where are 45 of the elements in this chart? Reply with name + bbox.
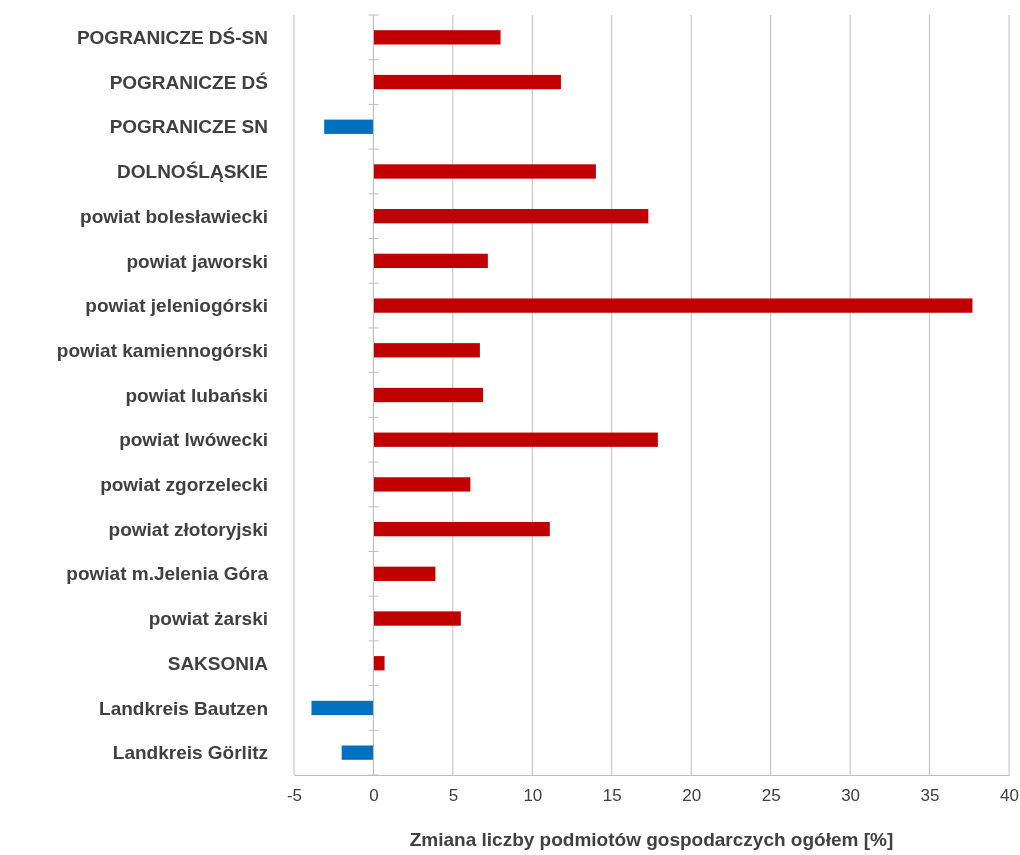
y-tick-label: Landkreis Görlitz xyxy=(112,742,268,764)
y-tick-label: powiat jaworski xyxy=(126,250,268,272)
x-tick-label: 0 xyxy=(369,786,379,806)
y-tick-label: powiat zgorzelecki xyxy=(100,474,268,496)
bar xyxy=(373,253,488,269)
bar xyxy=(373,209,649,224)
bar xyxy=(373,74,561,90)
bar xyxy=(373,30,501,45)
x-tick-label: 40 xyxy=(1000,786,1019,806)
bar xyxy=(324,119,374,134)
bar xyxy=(373,164,596,179)
y-tick-label: POGRANICZE DŚ xyxy=(109,71,268,93)
y-tick-label: powiat jeleniogórski xyxy=(85,295,268,317)
y-tick-label: POGRANICZE DŚ-SN xyxy=(76,27,268,48)
bar xyxy=(373,611,461,626)
bar xyxy=(373,566,436,581)
bar xyxy=(373,432,658,447)
y-tick-label: powiat lwówecki xyxy=(119,429,268,451)
x-tick-label: 5 xyxy=(448,786,459,806)
y-tick-label: powiat lubański xyxy=(125,384,268,406)
x-tick-label: -5 xyxy=(286,786,303,806)
y-tick-label: powiat żarski xyxy=(148,608,268,630)
bar xyxy=(373,521,550,537)
y-tick-label: powiat m.Jelenia Góra xyxy=(66,563,269,585)
x-axis-title: Zmiana liczby podmiotów gospodarczych ogółem [%] xyxy=(409,829,894,850)
bar xyxy=(373,656,385,671)
y-tick-label: SAKSONIA xyxy=(167,652,269,674)
y-tick-label: powiat bolesławiecki xyxy=(80,205,268,227)
x-tick-label: 30 xyxy=(841,786,861,806)
y-tick-label: POGRANICZE SN xyxy=(109,116,268,138)
bar xyxy=(373,343,480,358)
bar xyxy=(311,700,374,716)
bar xyxy=(341,745,374,760)
y-tick-label: powiat złotoryjski xyxy=(108,518,268,540)
bar xyxy=(373,477,471,492)
y-tick-label: Landkreis Bautzen xyxy=(99,697,268,719)
x-tick-label: 15 xyxy=(602,786,622,806)
x-tick-label: 10 xyxy=(523,786,543,806)
y-tick-label: DOLNOŚLĄSKIE xyxy=(117,161,268,183)
x-tick-label: 20 xyxy=(682,786,702,806)
bar xyxy=(373,298,973,313)
x-tick-label: 35 xyxy=(920,786,940,806)
bar xyxy=(373,387,484,403)
x-tick-label: 25 xyxy=(761,786,781,806)
y-tick-label: powiat kamiennogórski xyxy=(56,339,268,361)
